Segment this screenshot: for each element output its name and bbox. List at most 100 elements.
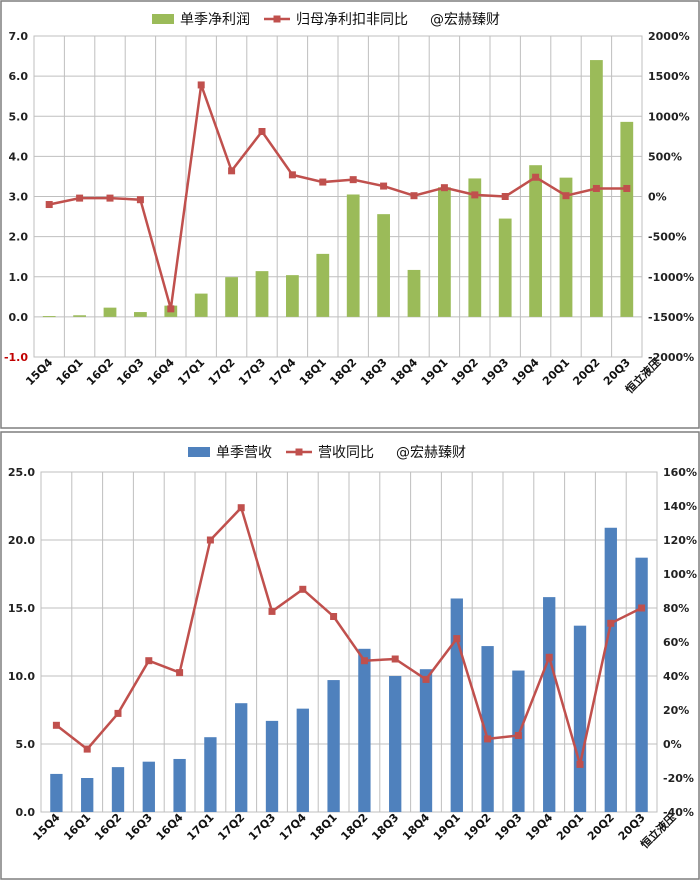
line-point-16Q3: [145, 657, 153, 665]
y-left-tick: 20.0: [8, 534, 35, 547]
bar-20Q1: [559, 177, 573, 317]
line-point-16Q2: [106, 194, 114, 202]
y-left-tick: 4.0: [9, 150, 29, 163]
bar-18Q1: [316, 253, 330, 317]
line-point-17Q4: [288, 171, 296, 179]
line-point-17Q2: [228, 167, 236, 175]
y-right-tick: -500%: [648, 231, 687, 244]
line-point-18Q1: [319, 178, 327, 186]
line-point-15Q4: [52, 721, 60, 729]
line-series-path: [55, 505, 643, 765]
watermark-label: @宏赫臻财: [430, 12, 500, 28]
bar-16Q4: [173, 758, 186, 812]
y-left-tick: 0.0: [9, 311, 29, 324]
y-right-tick: 140%: [663, 500, 697, 513]
bar-17Q3: [265, 720, 279, 812]
line-point-20Q3: [638, 604, 646, 612]
bar-18Q4: [419, 669, 433, 812]
bar-18Q3: [377, 214, 390, 317]
y-left-tick: 15.0: [8, 602, 35, 615]
line-point-19Q3: [514, 732, 522, 739]
line-point-16Q4: [167, 305, 175, 313]
line-point-18Q2: [349, 176, 357, 184]
y-right-tick: 100%: [663, 568, 697, 581]
y-right-tick: 1500%: [648, 70, 690, 83]
y-right-tick: -2000%: [648, 351, 694, 364]
y-right-tick: 80%: [663, 602, 689, 615]
y-right-tick: 0%: [663, 738, 682, 751]
y-right-tick: 20%: [663, 704, 689, 717]
bar-16Q3: [134, 312, 147, 317]
legend-line-label: 营收同比: [318, 445, 374, 461]
line-point-19Q1: [440, 184, 448, 192]
line-point-18Q1: [330, 613, 338, 620]
y-right-tick: -1000%: [648, 271, 694, 284]
bar-19Q4: [543, 597, 556, 812]
net-profit-chart: -1.0 0.0 1.0 2.0 3.0 4.0 5.0 6.0 7.0 -2000% -1500%…: [0, 0, 700, 429]
line-point-18Q4: [410, 192, 418, 200]
line-point-18Q3: [391, 655, 399, 663]
y-right-tick: 160%: [663, 466, 697, 479]
line-point-17Q3: [258, 127, 266, 135]
bar-16Q2: [103, 307, 117, 317]
line-point-17Q4: [299, 585, 307, 593]
bar-16Q1: [81, 778, 94, 812]
legend-line-label: 归母净利扣非同比: [296, 11, 408, 28]
y-left-tick: 7.0: [9, 30, 29, 43]
line-point-17Q1: [197, 81, 205, 89]
y-right-tick: 0%: [648, 191, 667, 204]
bar-16Q1: [73, 315, 86, 317]
y-right-tick: 60%: [663, 636, 689, 649]
bar-17Q4: [286, 275, 299, 317]
line-point-18Q3: [380, 182, 388, 190]
bar-18Q1: [327, 680, 340, 812]
bar-19Q1: [450, 598, 463, 812]
y-left-tick: 25.0: [8, 466, 35, 479]
line-point-19Q1: [453, 635, 461, 643]
line-point-20Q2: [607, 619, 615, 627]
y-right-tick: -40%: [663, 806, 694, 819]
bar-16Q3: [142, 761, 155, 812]
line-series-path: [48, 84, 627, 310]
line-point-19Q4: [545, 653, 553, 661]
y-left-tick: 6.0: [9, 70, 29, 83]
y-left-tick: 0.0: [16, 806, 36, 819]
bar-19Q3: [512, 670, 525, 812]
line-point-17Q2: [237, 504, 245, 512]
bar-20Q2: [604, 527, 617, 812]
y-left-tick: 5.0: [16, 738, 36, 751]
y-left-tick: 3.0: [9, 191, 29, 204]
legend: 单季营收 营收同比 @宏赫臻财: [188, 445, 466, 461]
line-point-16Q1: [83, 745, 91, 753]
watermark-label: @宏赫臻财: [396, 445, 466, 461]
bar-19Q1: [438, 187, 451, 317]
line-point-17Q3: [268, 607, 276, 615]
legend-bar-label: 单季净利润: [180, 12, 250, 28]
y-right-tick: 2000%: [648, 30, 690, 43]
y-left-tick: -1.0: [4, 351, 28, 364]
line-point-16Q4: [176, 669, 184, 677]
line-point-17Q1: [206, 536, 214, 544]
y-left-tick: 10.0: [8, 670, 35, 683]
line-point-18Q4: [422, 675, 430, 683]
bar-17Q4: [296, 708, 309, 812]
bar-17Q1: [204, 737, 217, 812]
bar-18Q2: [346, 194, 360, 317]
bar-18Q3: [389, 676, 402, 812]
y-right-tick: -1500%: [648, 311, 694, 324]
bar-17Q1: [194, 293, 208, 317]
bar-18Q4: [407, 269, 421, 317]
bar-20Q3: [635, 557, 648, 812]
legend-line-marker: [295, 448, 303, 456]
bar-17Q2: [235, 703, 248, 812]
bar-16Q2: [111, 767, 125, 812]
y-left-tick: 5.0: [9, 110, 29, 123]
bar-17Q3: [255, 271, 269, 317]
legend-bar-swatch: [188, 447, 210, 457]
y-left-tick: 1.0: [9, 271, 29, 284]
y-left-tick: 2.0: [9, 231, 29, 244]
line-point-19Q2: [484, 735, 492, 743]
y-right-tick: -20%: [663, 772, 694, 785]
legend-line-marker: [273, 15, 281, 23]
legend-bar-swatch: [152, 14, 174, 24]
